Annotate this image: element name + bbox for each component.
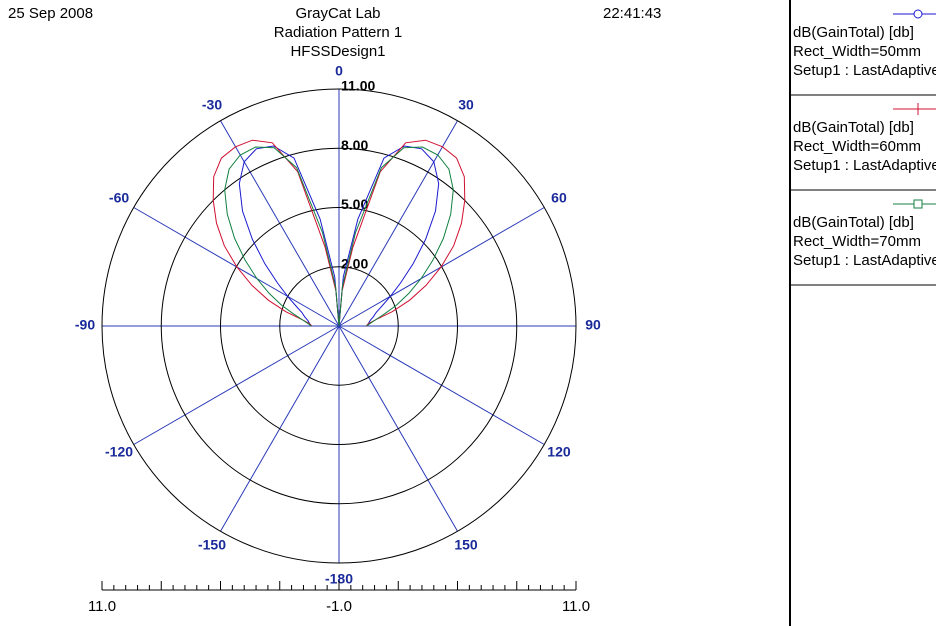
angle-label: -180: [325, 571, 353, 587]
legend-marker: [913, 9, 923, 19]
angle-label: 0: [335, 63, 343, 79]
legend-variation: Rect_Width=60mm: [793, 138, 921, 155]
angle-label: 90: [585, 317, 601, 333]
date: 25 Sep 2008: [8, 5, 93, 22]
angle-label: -30: [202, 97, 222, 113]
radial-label: 8.00: [341, 137, 368, 153]
grid-circle: [101, 88, 577, 564]
radial-label: 5.00: [341, 196, 368, 212]
scale-label: 11.0: [88, 598, 116, 615]
chart-subtitle: Radiation Pattern 1: [274, 24, 402, 41]
angle-label: -90: [75, 317, 95, 333]
angle-label: 150: [454, 537, 478, 553]
legend-solution: Setup1 : LastAdaptive: [793, 252, 936, 269]
radial-label: 11.00: [341, 78, 375, 94]
angle-label: -120: [105, 444, 133, 460]
legend: dB(GainTotal) [db] Rect_Width=50mm Setup1 …: [791, 9, 936, 286]
design-name: HFSSDesign1: [290, 43, 385, 60]
angle-label: -150: [198, 537, 226, 553]
time: 22:41:43: [603, 5, 661, 22]
legend-name: dB(GainTotal) [db]: [793, 214, 914, 231]
legend-variation: Rect_Width=70mm: [793, 233, 921, 250]
grid-circle: [220, 207, 458, 445]
grid-circle: [279, 266, 399, 386]
legend-solution: Setup1 : LastAdaptive: [793, 157, 936, 174]
angle-label: -60: [109, 190, 129, 206]
plot: 0306090120150-180-150-120-90-60-302.005.…: [75, 63, 601, 615]
grid-circle: [160, 147, 518, 505]
legend-variation: Rect_Width=50mm: [793, 43, 921, 60]
scale-label: 11.0: [562, 598, 590, 615]
legend-name: dB(GainTotal) [db]: [793, 24, 914, 41]
angle-label: 30: [458, 97, 474, 113]
series-line: [224, 146, 454, 327]
angle-label: 60: [551, 190, 567, 206]
legend-marker: [913, 199, 923, 209]
chart-title: GrayCat Lab: [295, 5, 380, 22]
legend-name: dB(GainTotal) [db]: [793, 119, 914, 136]
scale-label: -1.0: [326, 598, 352, 615]
legend-solution: Setup1 : LastAdaptive: [793, 62, 936, 79]
angle-label: 120: [547, 444, 571, 460]
